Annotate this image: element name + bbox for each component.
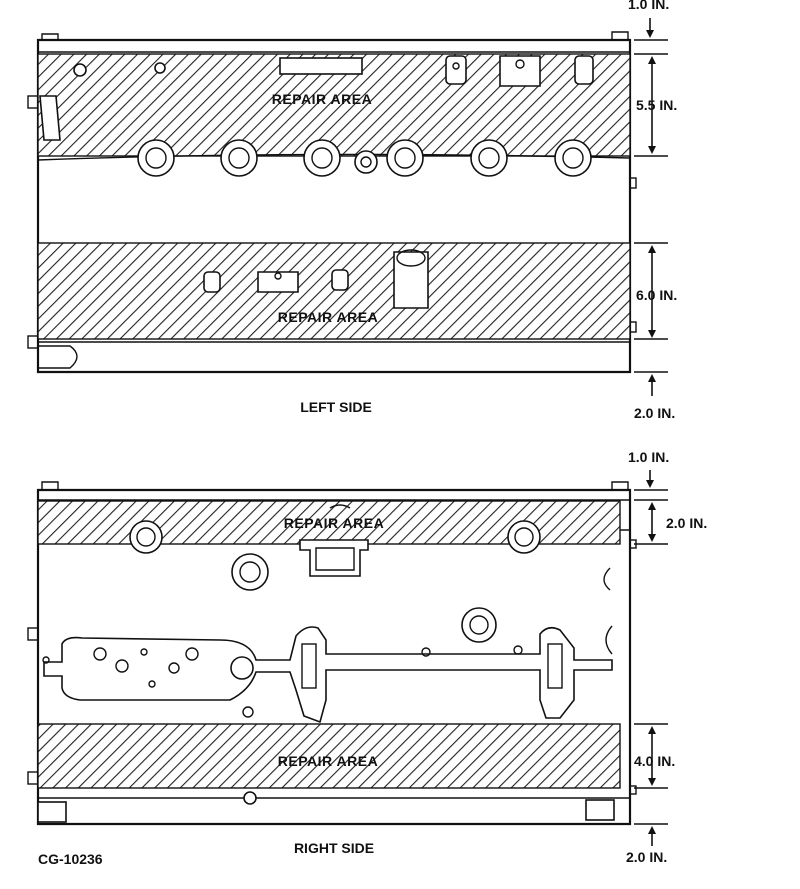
left-bottom-repair-label: REPAIR AREA	[278, 309, 378, 325]
right-dimension-lines	[634, 470, 668, 846]
left-side-view: REPAIR AREA REPAIR AREA LEFT SIDE	[27, 0, 677, 421]
left-bottom-repair-area	[37, 242, 631, 340]
left-dimension-lines	[634, 18, 668, 396]
right-top-repair-label: REPAIR AREA	[284, 515, 384, 531]
left-dim-repair-top: 5.5 IN.	[636, 97, 677, 113]
right-dim-bottom: 2.0 IN.	[626, 849, 667, 865]
right-cover-bracket	[299, 539, 369, 577]
right-dim-repair-bottom: 4.0 IN.	[634, 753, 675, 769]
figure-code: CG-10236	[38, 851, 103, 867]
left-bolt-bosses	[137, 139, 592, 177]
left-dim-bottom: 2.0 IN.	[634, 405, 675, 421]
right-side-view: REPAIR AREA REPAIR AREA RIGHT SIDE CG-10…	[27, 449, 707, 867]
right-side-caption: RIGHT SIDE	[294, 840, 374, 856]
right-dim-repair-top: 2.0 IN.	[666, 515, 707, 531]
left-top-repair-label: REPAIR AREA	[272, 91, 372, 107]
right-block-outline	[36, 488, 632, 826]
right-dim-top: 1.0 IN.	[628, 449, 669, 465]
right-manifold-plate	[43, 626, 613, 724]
left-dim-repair-bottom: 6.0 IN.	[636, 287, 677, 303]
right-bottom-repair-label: REPAIR AREA	[278, 753, 378, 769]
left-dim-top: 1.0 IN.	[628, 0, 669, 12]
left-side-caption: LEFT SIDE	[300, 399, 372, 415]
right-bottom-repair-area	[37, 723, 621, 789]
